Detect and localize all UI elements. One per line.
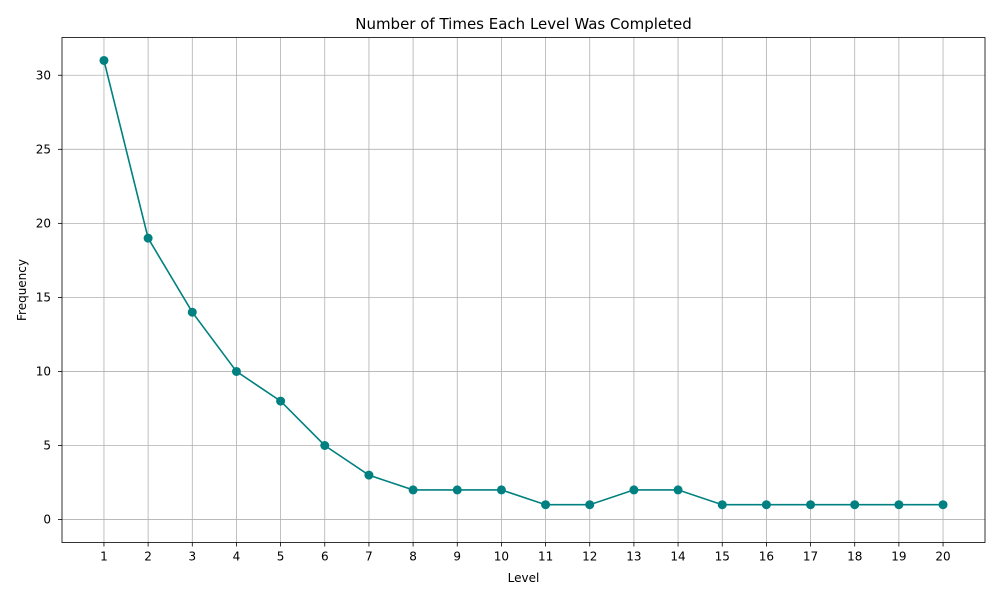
data-point — [187, 307, 197, 317]
series-layer — [99, 55, 948, 510]
x-tick-label: 9 — [453, 550, 461, 564]
data-point — [496, 485, 506, 495]
x-tick-label: 17 — [803, 550, 818, 564]
x-tick-label: 19 — [891, 550, 906, 564]
x-axis-ticks: 1 2 3 4 5 6 7 8 9 10 11 12 13 14 15 16 17 18 19 20 — [100, 542, 951, 564]
grid — [62, 37, 985, 543]
plot-area-frame — [61, 37, 986, 543]
x-tick-label: 8 — [409, 550, 417, 564]
x-tick-label: 15 — [715, 550, 730, 564]
x-axis-label: Level — [508, 571, 540, 585]
x-tick-label: 7 — [365, 550, 373, 564]
x-tick-label: 4 — [233, 550, 241, 564]
data-point — [717, 500, 727, 510]
x-tick-label: 13 — [626, 550, 641, 564]
y-axis-label: Frequency — [15, 259, 29, 321]
series-line — [103, 60, 944, 506]
x-tick-label: 20 — [935, 550, 950, 564]
data-point — [894, 500, 904, 510]
x-tick-label: 1 — [100, 550, 108, 564]
chart-title: Number of Times Each Level Was Completed — [355, 15, 692, 33]
data-point — [143, 233, 153, 243]
data-point — [761, 500, 771, 510]
y-tick-label: 5 — [43, 438, 51, 452]
y-tick-label: 30 — [36, 68, 51, 82]
x-tick-label: 14 — [670, 550, 685, 564]
data-point — [276, 396, 286, 406]
data-point — [452, 485, 462, 495]
x-tick-label: 5 — [277, 550, 285, 564]
y-tick-label: 25 — [36, 142, 51, 156]
data-point — [938, 500, 948, 510]
y-axis-ticks: 0 5 10 15 20 25 30 — [36, 68, 62, 527]
data-point — [541, 500, 551, 510]
x-tick-label: 3 — [188, 550, 196, 564]
x-tick-label: 11 — [538, 550, 553, 564]
x-tick-label: 18 — [847, 550, 862, 564]
x-tick-label: 16 — [759, 550, 774, 564]
x-tick-label: 6 — [321, 550, 329, 564]
y-tick-label: 10 — [36, 364, 51, 378]
y-tick-label: 0 — [43, 513, 51, 527]
data-point — [408, 485, 418, 495]
data-point — [99, 55, 109, 65]
x-tick-label: 12 — [582, 550, 597, 564]
data-point — [806, 500, 816, 510]
y-tick-label: 15 — [36, 290, 51, 304]
x-tick-label: 2 — [144, 550, 152, 564]
data-point — [629, 485, 639, 495]
data-point — [320, 440, 330, 450]
x-tick-label: 10 — [494, 550, 509, 564]
data-point — [850, 500, 860, 510]
y-tick-label: 20 — [36, 216, 51, 230]
data-point — [231, 366, 241, 376]
data-point — [585, 500, 595, 510]
data-point — [673, 485, 683, 495]
data-point — [364, 470, 374, 480]
